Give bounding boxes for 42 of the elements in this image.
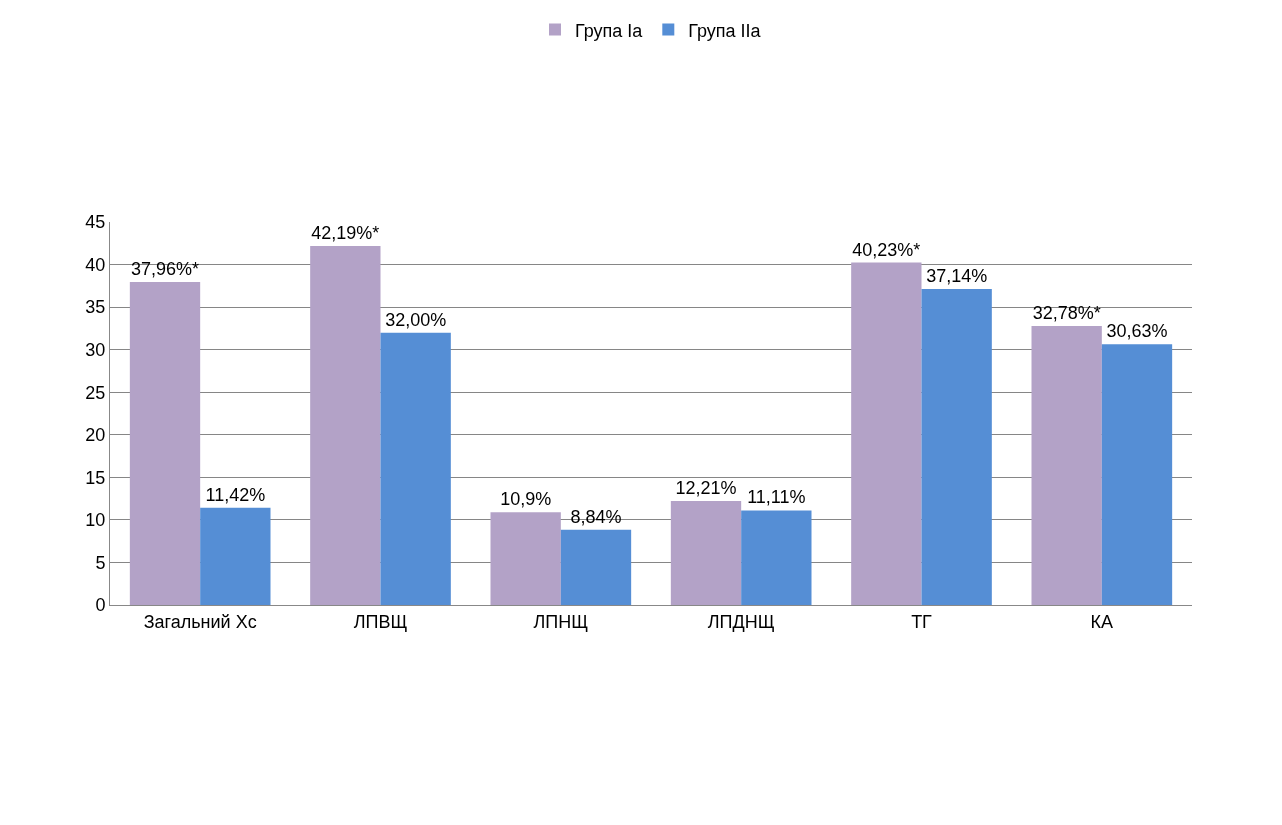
bar [921, 288, 992, 605]
data-label: 32,78%* [1032, 303, 1101, 324]
y-tick-label: 35 [85, 297, 106, 318]
bar [1101, 344, 1173, 605]
bar [741, 510, 812, 605]
data-label: 37,14% [926, 265, 988, 286]
y-tick-label: 25 [85, 382, 106, 403]
y-tick-label: 20 [85, 425, 106, 446]
data-label: 8,84% [570, 506, 622, 527]
y-tick-label: 10 [85, 510, 106, 531]
data-label: 42,19%* [311, 222, 380, 243]
x-tick-label: ЛПНЩ [533, 611, 589, 632]
data-label: 30,63% [1106, 321, 1168, 342]
bar [851, 262, 922, 605]
data-label: 11,11% [747, 487, 806, 508]
bar [310, 245, 381, 605]
bar [490, 512, 561, 605]
data-label: 10,9% [500, 489, 552, 510]
data-label: 32,00% [385, 309, 447, 330]
bar [670, 501, 742, 605]
data-label: 40,23%* [852, 239, 921, 260]
bar [200, 507, 271, 605]
x-tick-label: ЛПВЩ [353, 611, 408, 632]
x-tick-label: КА [1090, 611, 1114, 632]
x-tick-label: ЛПДНЩ [707, 611, 775, 632]
legend-label: Група IIa [688, 20, 762, 41]
y-tick-label: 5 [95, 552, 106, 573]
bar [560, 529, 632, 605]
y-tick-label: 40 [85, 254, 106, 275]
bar [1031, 326, 1102, 605]
legend-label: Група Ia [575, 20, 644, 41]
x-tick-label: ТГ [911, 611, 933, 632]
data-label: 12,21% [675, 478, 737, 499]
y-tick-label: 15 [85, 467, 106, 488]
y-tick-label: 30 [85, 339, 106, 360]
bar [129, 281, 201, 605]
bar [380, 332, 451, 605]
data-label: 11,42% [205, 484, 266, 505]
data-label: 37,96%* [130, 258, 200, 279]
y-tick-label: 45 [85, 212, 106, 233]
y-tick-label: 0 [95, 595, 106, 616]
x-tick-label: Загальний Хс [143, 611, 257, 632]
